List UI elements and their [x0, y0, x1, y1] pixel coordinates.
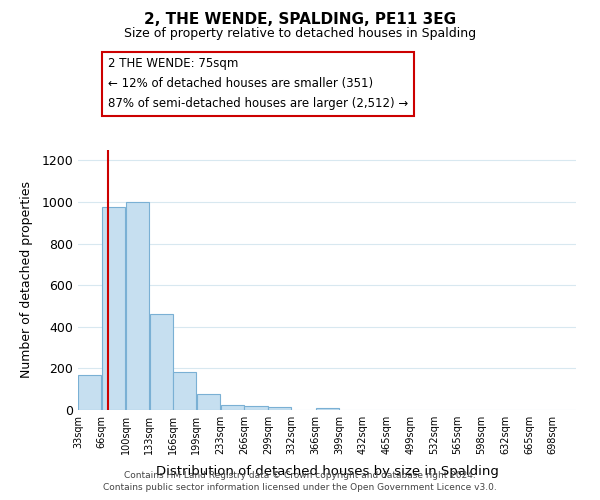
Bar	[197, 394, 220, 410]
Text: 2, THE WENDE, SPALDING, PE11 3EG: 2, THE WENDE, SPALDING, PE11 3EG	[144, 12, 456, 28]
Bar	[102, 207, 125, 410]
Bar	[268, 407, 291, 410]
Text: Size of property relative to detached houses in Spalding: Size of property relative to detached ho…	[124, 28, 476, 40]
Bar	[173, 372, 196, 410]
X-axis label: Distribution of detached houses by size in Spalding: Distribution of detached houses by size …	[155, 466, 499, 478]
Y-axis label: Number of detached properties: Number of detached properties	[20, 182, 33, 378]
Bar	[221, 405, 244, 410]
Bar	[78, 374, 101, 410]
Bar	[126, 202, 149, 410]
Bar	[149, 314, 173, 410]
Text: Contains HM Land Registry data © Crown copyright and database right 2024.
Contai: Contains HM Land Registry data © Crown c…	[103, 471, 497, 492]
Bar	[244, 406, 268, 410]
Bar	[316, 408, 339, 410]
Text: 2 THE WENDE: 75sqm
← 12% of detached houses are smaller (351)
87% of semi-detach: 2 THE WENDE: 75sqm ← 12% of detached hou…	[108, 58, 408, 110]
